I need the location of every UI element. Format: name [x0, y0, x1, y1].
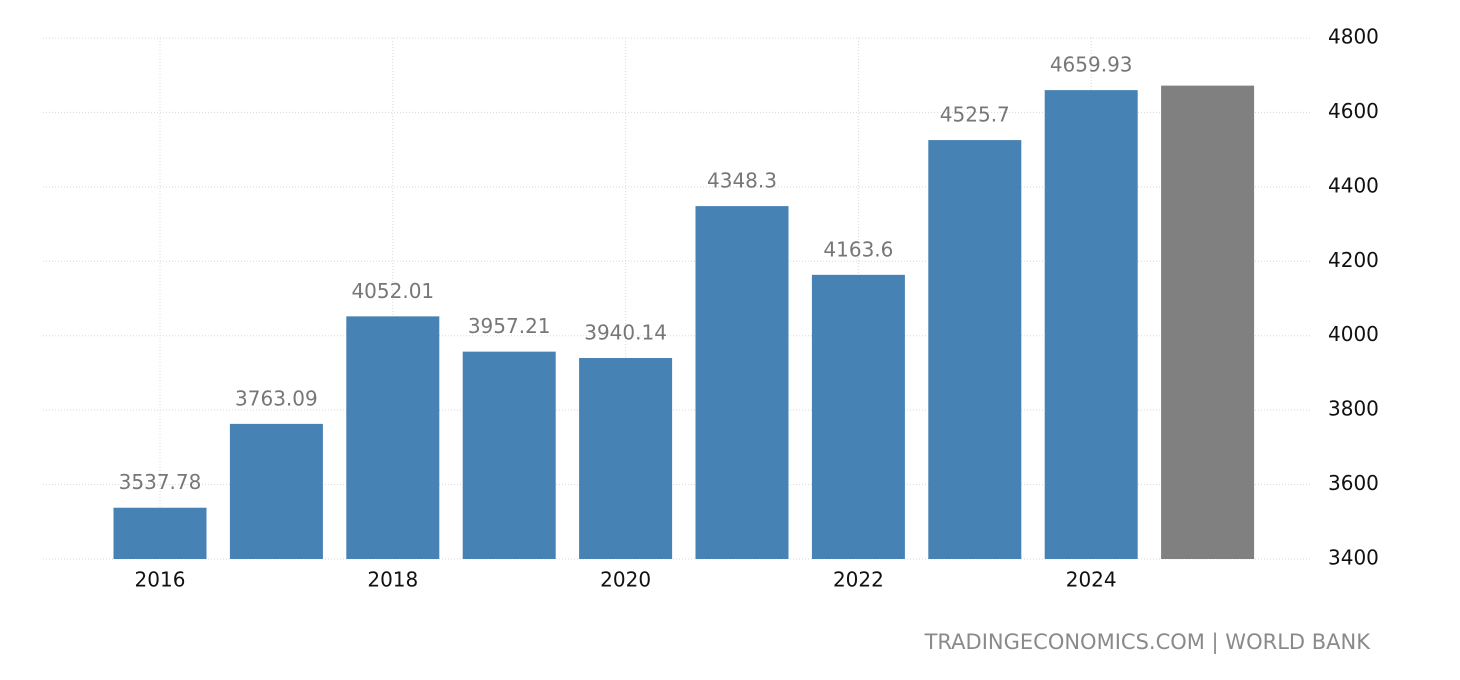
value-label: 4052.01	[351, 279, 434, 303]
y-tick-label: 4600	[1328, 99, 1379, 123]
y-tick-label: 4400	[1328, 173, 1379, 197]
y-tick-label: 3800	[1328, 397, 1379, 421]
x-tick-label: 2016	[135, 568, 186, 592]
bar	[346, 316, 440, 559]
y-tick-label: 3400	[1328, 546, 1379, 570]
value-label: 4163.6	[823, 237, 893, 261]
bar	[113, 507, 207, 559]
y-tick-label: 3600	[1328, 471, 1379, 495]
bar	[1161, 85, 1255, 560]
value-label: 4348.3	[707, 169, 777, 193]
y-tick-label: 4000	[1328, 322, 1379, 346]
x-tick-label: 2024	[1066, 568, 1117, 592]
value-label: 4525.7	[940, 103, 1010, 127]
bar	[229, 423, 323, 559]
bar	[579, 357, 673, 559]
x-tick-label: 2018	[367, 568, 418, 592]
x-tick-label: 2020	[600, 568, 651, 592]
value-label: 4659.93	[1050, 53, 1133, 77]
y-tick-label: 4200	[1328, 248, 1379, 272]
bar	[695, 206, 789, 559]
bar	[462, 351, 556, 559]
value-label: 3763.09	[235, 386, 318, 410]
value-label: 3957.21	[468, 314, 551, 338]
bar	[811, 274, 905, 559]
value-label: 3537.78	[119, 470, 202, 494]
value-label: 3940.14	[584, 320, 667, 344]
x-tick-label: 2022	[833, 568, 884, 592]
source: TRADINGECONOMICS.COM | WORLD BANK	[924, 630, 1372, 655]
y-tick-label: 4800	[1328, 25, 1379, 49]
bar	[928, 140, 1022, 559]
bar	[1044, 90, 1138, 560]
